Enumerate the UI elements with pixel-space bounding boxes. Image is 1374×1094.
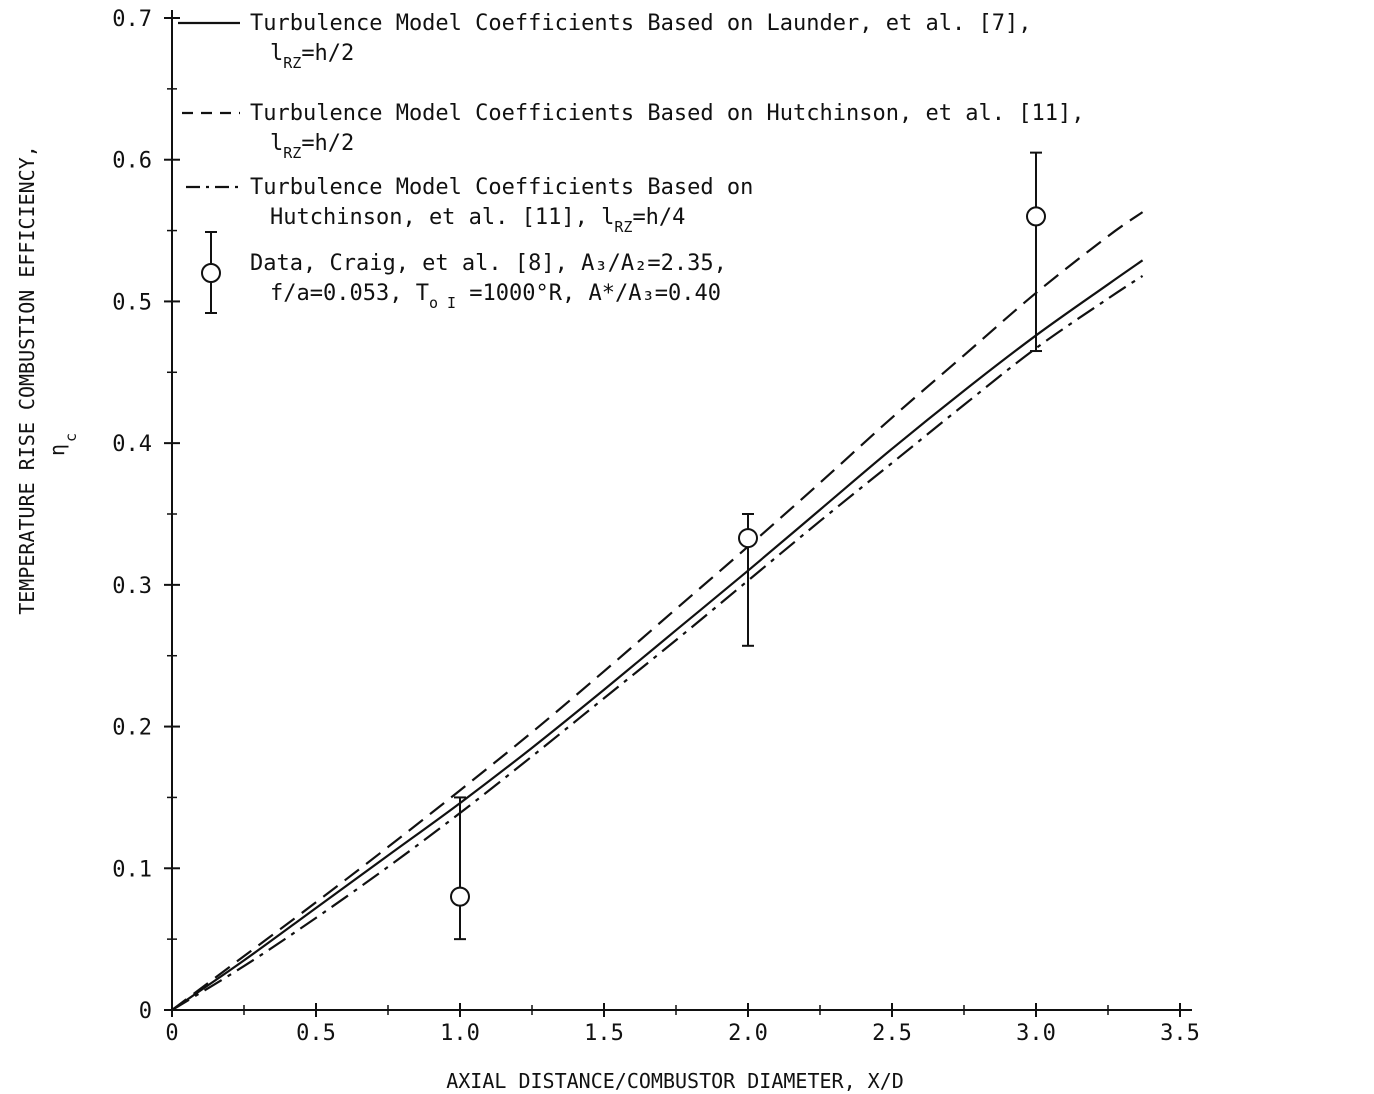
data-point: [450, 796, 470, 941]
x-tick-label: 2.5: [872, 1021, 912, 1046]
series-lines: [171, 211, 1144, 1011]
y-tick-label: 0.4: [112, 432, 152, 457]
y-axis-symbol-group: η c: [45, 433, 80, 456]
y-tick-label: 0.6: [112, 149, 152, 174]
legend-item-solid: Turbulence Model Coefficients Based on L…: [178, 11, 1031, 72]
axes: [171, 10, 1192, 1011]
y-tick-label: 0.7: [112, 7, 152, 32]
x-axis-title: AXIAL DISTANCE/COMBUSTOR DIAMETER, X/D: [446, 1069, 904, 1093]
series-line-solid: [171, 259, 1144, 1011]
x-tick-label: 1.5: [584, 1021, 624, 1046]
legend-item-dashdot: Turbulence Model Coefficients Based on Hu…: [186, 175, 753, 236]
series-line-dashed: [171, 211, 1144, 1011]
x-tick-label: 3.0: [1016, 1021, 1056, 1046]
legend-label-line2: Hutchinson, et al. [11], lRZ=h/4: [270, 205, 685, 236]
y-axis-title-group: TEMPERATURE RISE COMBUSTION EFFICIENCY,: [15, 145, 39, 615]
legend-label-line2: f/a=0.053, To I =1000°R, A*/A₃=0.40: [270, 281, 721, 312]
legend-label-line1: Turbulence Model Coefficients Based on: [250, 175, 753, 200]
ticks: [164, 17, 1181, 1017]
legend-label-line1: Turbulence Model Coefficients Based on H…: [250, 101, 1084, 126]
y-axis-symbol: η: [45, 444, 69, 456]
data-marker: [1026, 206, 1046, 227]
legend: Turbulence Model Coefficients Based on L…: [178, 11, 1084, 314]
legend-label-line1: Turbulence Model Coefficients Based on L…: [250, 11, 1031, 36]
x-tick-label: 0: [165, 1021, 178, 1046]
legend-item-dashed: Turbulence Model Coefficients Based on H…: [182, 101, 1084, 162]
legend-item-errorbar: Data, Craig, et al. [8], A₃/A₂=2.35, f/a=…: [201, 231, 727, 314]
y-tick-label: 0.2: [112, 716, 152, 741]
data-markers: [450, 151, 1046, 941]
y-tick-label: 0.3: [112, 574, 152, 599]
y-axis-title: TEMPERATURE RISE COMBUSTION EFFICIENCY,: [15, 145, 39, 615]
data-point: [1026, 151, 1046, 353]
y-axis-symbol-sub: c: [62, 433, 80, 442]
legend-label-line2: lRZ=h/2: [270, 41, 354, 72]
y-tick-label: 0.5: [112, 290, 152, 315]
tick-labels: 0 0.1 0.2 0.3 0.4 0.5 0.6 0.7 0 0.5 1.0 1.5 2.0 2.5 3.…: [112, 7, 1200, 1046]
x-tick-label: 3.5: [1160, 1021, 1200, 1046]
y-tick-label: 0.1: [112, 857, 152, 882]
legend-label-line2: lRZ=h/2: [270, 131, 354, 162]
legend-label-line1: Data, Craig, et al. [8], A₃/A₂=2.35,: [250, 251, 727, 276]
data-marker: [738, 528, 758, 549]
x-tick-label: 1.0: [440, 1021, 480, 1046]
data-marker: [450, 886, 470, 907]
x-tick-label: 0.5: [296, 1021, 336, 1046]
y-tick-label: 0: [139, 999, 152, 1024]
x-tick-label: 2.0: [728, 1021, 768, 1046]
legend-marker: [201, 263, 221, 283]
series-line-dashdot: [171, 275, 1144, 1011]
data-point: [738, 513, 758, 647]
